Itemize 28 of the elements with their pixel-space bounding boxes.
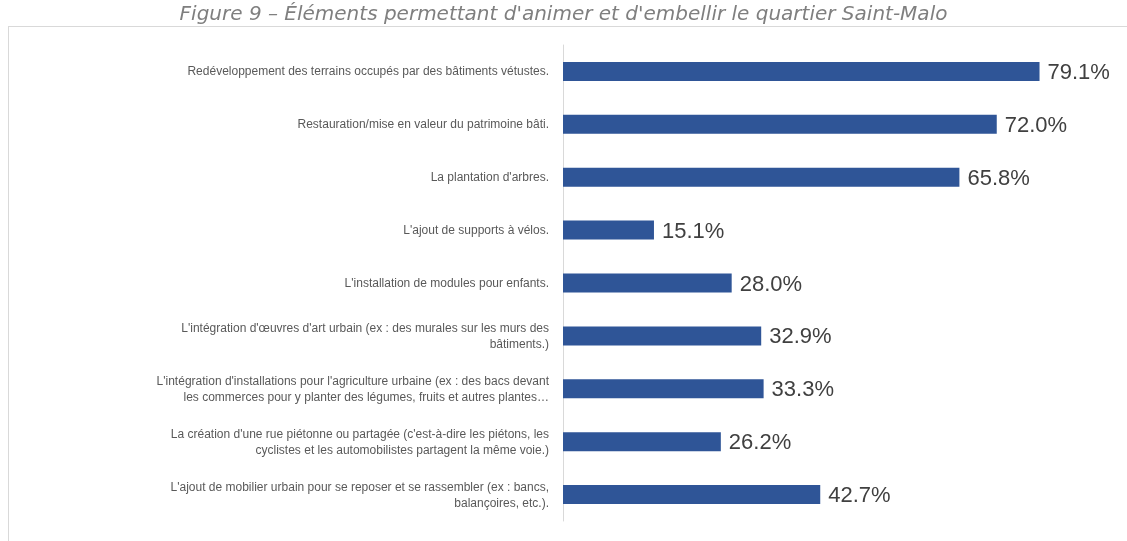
bar	[563, 273, 732, 293]
bar	[563, 379, 764, 399]
data-label: 79.1%	[1047, 58, 1110, 84]
y-tick-label: L'ajout de mobilier urbain pour se reposer et se rassembler (ex : bancs, balançoires, etc.).	[170, 479, 549, 510]
y-tick-label: L'ajout de supports à vélos.	[403, 223, 549, 238]
y-tick-label: La création d'une rue piétonne ou partagée (c'est-à-dire les piétons, les cyclistes et les automobilistes partagent la même voie.)	[170, 426, 549, 457]
bar	[563, 326, 762, 346]
bar	[563, 432, 721, 452]
data-label: 26.2%	[728, 429, 792, 455]
bar	[563, 114, 997, 134]
chart-title: Figure 9 – Éléments permettant d'animer et d'embellir le quartier Saint-Malo	[178, 1, 949, 25]
bar	[563, 167, 960, 187]
y-tick-label: L'installation de modules pour enfants.	[344, 276, 549, 290]
data-label: 42.7%	[828, 482, 891, 508]
y-tick-label: L'intégration d'installations pour l'agriculture urbaine (ex : des bacs devant les commerces pour y planter des légumes, fruits et autres plantes…	[156, 373, 550, 404]
y-tick-label: Restauration/mise en valeur du patrimoine bâti.	[297, 117, 549, 132]
data-label: 15.1%	[661, 217, 725, 243]
y-tick-label: Redéveloppement des terrains occupés par des bâtiments vétustes.	[187, 64, 549, 79]
data-label: 28.0%	[739, 270, 803, 296]
data-label: 65.8%	[967, 164, 1030, 190]
bar	[563, 485, 821, 505]
data-label: 72.0%	[1004, 111, 1068, 137]
data-label: 32.9%	[769, 323, 832, 349]
bar	[563, 61, 1040, 81]
data-label: 33.3%	[771, 376, 834, 402]
bar	[563, 220, 654, 240]
y-tick-label: L'intégration d'œuvres d'art urbain (ex : des murales sur les murs des bâtiments.)	[181, 320, 549, 351]
y-tick-label: La plantation d'arbres.	[430, 170, 549, 185]
